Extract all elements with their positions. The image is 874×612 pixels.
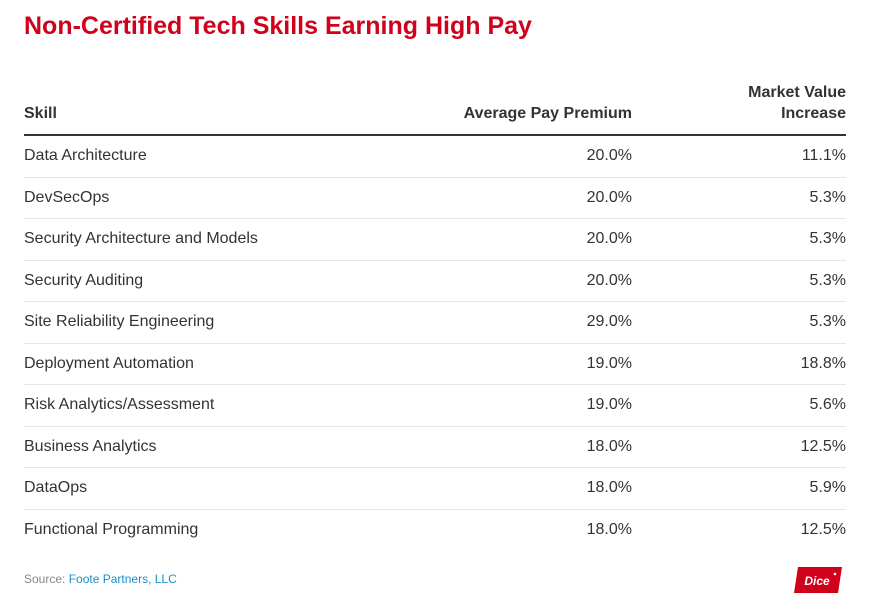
table-row: Functional Programming 18.0% 12.5%: [24, 509, 846, 550]
cell-skill: Risk Analytics/Assessment: [24, 384, 404, 427]
dice-logo-mark: [833, 572, 837, 576]
source-link[interactable]: Foote Partners, LLC: [68, 572, 177, 586]
market-value-header-line2: Increase: [781, 105, 846, 122]
cell-skill: Data Architecture: [24, 135, 404, 178]
cell-pay-premium: 20.0%: [404, 135, 632, 178]
table-row: Site Reliability Engineering 29.0% 5.3%: [24, 301, 846, 344]
cell-skill: Functional Programming: [24, 520, 199, 538]
data-table: Skill Average Pay Premium Market Value In…: [24, 70, 846, 550]
cell-skill: Security Architecture and Models: [24, 218, 404, 261]
cell-market-value: 5.3%: [632, 218, 846, 261]
dice-logo-shape: [794, 567, 842, 593]
cell-market-value: 5.3%: [632, 177, 846, 219]
dice-logo: Dice: [794, 567, 842, 593]
cell-pay-premium: 19.0%: [404, 384, 632, 427]
source-note: Source: Foote Partners, LLC: [24, 572, 177, 586]
cell-pay-premium: 18.0%: [586, 520, 632, 538]
cell-market-value: 11.1%: [632, 135, 846, 178]
cell-market-value: 18.8%: [632, 343, 846, 385]
column-header-pay-premium: Average Pay Premium: [404, 70, 632, 136]
table-row: Data Architecture 20.0% 11.1%: [24, 135, 846, 178]
source-prefix: Source:: [24, 572, 69, 586]
cell-pay-premium: 19.0%: [404, 343, 632, 385]
cell-market-value: 12.5%: [800, 520, 846, 538]
cell-pay-premium: 20.0%: [404, 177, 632, 219]
cell-market-value: 5.3%: [632, 260, 846, 302]
cell-skill: Deployment Automation: [24, 343, 404, 385]
table-row: Security Auditing 20.0% 5.3%: [24, 260, 846, 302]
header-row: Skill Average Pay Premium Market Value In…: [24, 70, 846, 136]
cell-market-value: 5.3%: [632, 301, 846, 344]
dice-logo-text: Dice: [804, 574, 830, 588]
column-header-market-value: Market Value Increase: [632, 70, 846, 136]
column-header-skill: Skill: [24, 70, 404, 136]
table-row: Risk Analytics/Assessment 19.0% 5.6%: [24, 384, 846, 427]
cell-market-value: 5.9%: [632, 467, 846, 510]
table-row: Deployment Automation 19.0% 18.8%: [24, 343, 846, 385]
cell-market-value: 5.6%: [632, 384, 846, 427]
table-row: DevSecOps 20.0% 5.3%: [24, 177, 846, 219]
cell-skill: Site Reliability Engineering: [24, 301, 404, 344]
cell-skill: DataOps: [24, 467, 404, 510]
cell-pay-premium: 18.0%: [404, 467, 632, 510]
cell-pay-premium: 20.0%: [404, 260, 632, 302]
market-value-header-line1: Market Value: [748, 84, 846, 101]
cell-pay-premium: 20.0%: [404, 218, 632, 261]
table-body: Data Architecture 20.0% 11.1% DevSecOps 20.0…: [24, 135, 846, 550]
cell-pay-premium: 18.0%: [404, 426, 632, 468]
table-row: Security Architecture and Models 20.0% 5.3…: [24, 218, 846, 261]
cell-skill: Security Auditing: [24, 260, 404, 302]
cell-pay-premium: 29.0%: [404, 301, 632, 344]
cell-skill: Business Analytics: [24, 426, 404, 468]
chart-title: Non-Certified Tech Skills Earning High P…: [24, 12, 532, 40]
table-row: Business Analytics 18.0% 12.5%: [24, 426, 846, 468]
table-row: DataOps 18.0% 5.9%: [24, 467, 846, 510]
cell-skill: DevSecOps: [24, 177, 404, 219]
cell-market-value: 12.5%: [632, 426, 846, 468]
